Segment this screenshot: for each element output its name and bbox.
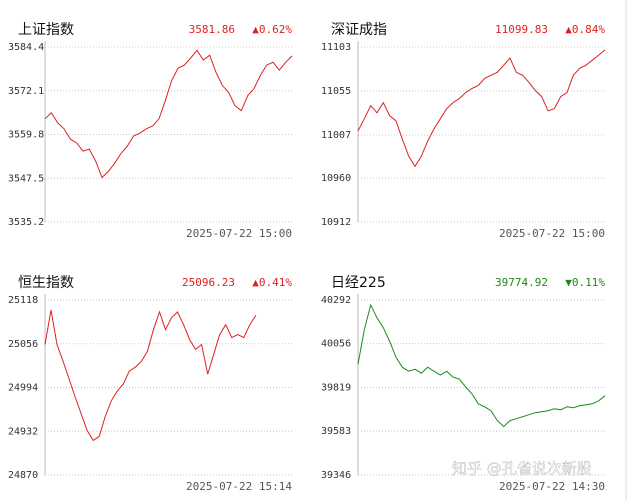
y-tick-label: 40292 [321, 295, 351, 306]
y-tick-label: 11007 [321, 130, 351, 141]
last-price: 39774.92 [495, 276, 548, 289]
chart-title: 恒生指数 [18, 275, 74, 291]
y-tick-label: 24994 [8, 383, 38, 394]
timestamp: 2025-07-22 15:00 [499, 227, 605, 240]
change: ▲0.62% [252, 23, 292, 36]
y-tick-label: 24870 [8, 470, 38, 481]
y-tick-label: 11103 [321, 42, 351, 53]
y-tick-label: 40056 [321, 339, 351, 350]
chart-panel: 日经225 ▼0.11% 39774.92 39346 39583 39819 40056 4… [321, 275, 605, 493]
y-tick-label: 24932 [8, 426, 38, 437]
timestamp: 2025-07-22 14:30 [499, 480, 605, 493]
timestamp: 2025-07-22 15:00 [186, 227, 292, 240]
chart-title: 上证指数 [18, 22, 74, 38]
y-tick-label: 25056 [8, 339, 38, 350]
last-price: 11099.83 [495, 23, 548, 36]
y-tick-label: 3584.4 [8, 42, 44, 53]
chart-panel: 深证成指 ▲0.84% 11099.83 10912 10960 11007 11055 11… [321, 22, 605, 240]
change: ▼0.11% [565, 276, 605, 289]
price-line [357, 49, 606, 168]
timestamp: 2025-07-22 15:14 [186, 480, 292, 493]
change: ▲0.84% [565, 23, 605, 36]
y-tick-label: 39346 [321, 470, 351, 481]
y-tick-label: 25118 [8, 295, 38, 306]
last-price: 25096.23 [182, 276, 235, 289]
y-tick-label: 3572.1 [8, 86, 44, 97]
price-line [44, 49, 293, 179]
y-tick-label: 10960 [321, 173, 351, 184]
chart-title: 日经225 [331, 275, 386, 291]
y-tick-label: 39583 [321, 426, 351, 437]
price-line [357, 303, 606, 428]
price-line [44, 309, 257, 442]
y-tick-label: 3547.5 [8, 173, 44, 184]
chart-panel: 上证指数 ▲0.62% 3581.86 3535.2 3547.5 3559.8 3572.… [8, 22, 292, 240]
change: ▲0.41% [252, 276, 292, 289]
last-price: 3581.86 [189, 23, 235, 36]
chart-panel: 恒生指数 ▲0.41% 25096.23 24870 24932 24994 25056 25… [8, 275, 292, 493]
y-tick-label: 10912 [321, 217, 351, 228]
y-tick-label: 3535.2 [8, 217, 44, 228]
watermark: 知乎 @孔雀说次新股 [452, 460, 592, 478]
y-tick-label: 3559.8 [8, 130, 44, 141]
y-tick-label: 39819 [321, 383, 351, 394]
chart-title: 深证成指 [331, 22, 387, 38]
y-tick-label: 11055 [321, 86, 351, 97]
